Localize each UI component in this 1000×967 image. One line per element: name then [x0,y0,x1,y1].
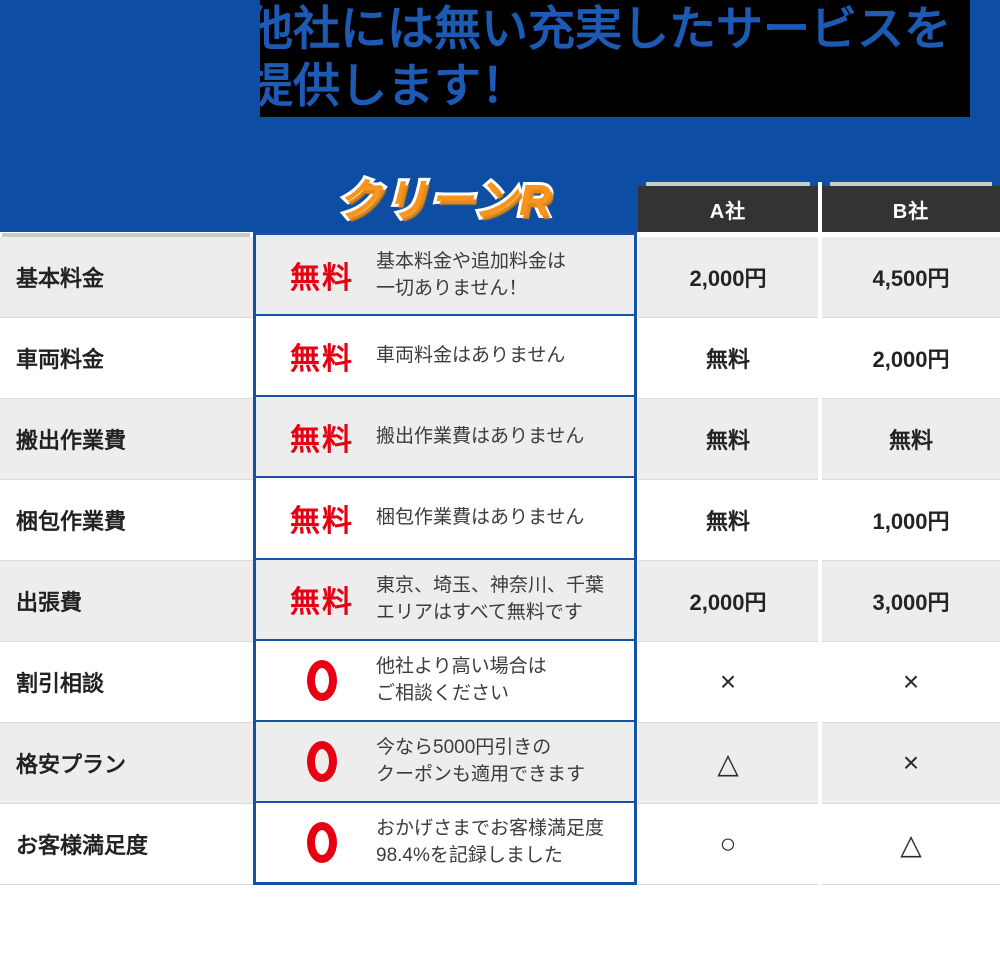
company-b-value: △ [822,804,1000,885]
circle-mark-icon [307,659,337,701]
cell-description: おかげさまでお客様満足度 98.4%を記録しました [376,815,604,869]
description-line: 他社より高い場合は [376,656,547,678]
row-label: 割引相談 [0,642,253,723]
clean-r-cell: おかげさまでお客様満足度 98.4%を記録しました [256,802,634,882]
column-divider [818,237,822,885]
clean-r-cell: 無料 東京、埼玉、神奈川、千葉 エリアはすべて無料です [256,559,634,641]
company-a-value: 2,000円 [638,561,818,642]
description-line: 車両料金はありません [376,345,566,367]
company-b-header: B社 [822,186,1000,232]
company-b-value: 2,000円 [822,318,1000,399]
company-a-value: 無料 [638,318,818,399]
description-line: 搬出作業費はありません [376,426,585,448]
clean-r-cell: 無料 車両料金はありません [256,316,634,398]
headline-banner: 他社には無い充実したサービスを 提供します！ [260,0,970,117]
description-line: 東京、埼玉、神奈川、千葉 [376,575,605,597]
description-line: 梱包作業費はありません [376,507,585,529]
label-column-cap [2,233,250,237]
row-label: 基本料金 [0,237,253,318]
description-line: 今なら5000円引きの [376,737,552,759]
row-label: 搬出作業費 [0,399,253,480]
company-b-value: 無料 [822,399,1000,480]
company-b-value: 4,500円 [822,237,1000,318]
clean-r-cell: 無料 搬出作業費はありません [256,397,634,479]
company-b-cap [830,182,992,186]
free-badge: 無料 [290,423,354,457]
headline-line-1: 他社には無い充実したサービスを [260,2,951,55]
description-line: 98.4%を記録しました [376,845,563,867]
company-b-column: 4,500円 2,000円 無料 1,000円 3,000円 × × △ [822,237,1000,885]
free-badge: 無料 [290,261,354,295]
row-label: 出張費 [0,561,253,642]
clean-r-cell: 無料 梱包作業費はありません [256,478,634,560]
row-label: 車両料金 [0,318,253,399]
company-a-value: △ [638,723,818,804]
cell-description: 東京、埼玉、神奈川、千葉 エリアはすべて無料です [376,572,604,626]
description-line: 一切ありません！ [376,277,528,299]
free-badge: 無料 [290,504,354,538]
company-a-header: A社 [638,186,818,232]
circle-mark-icon [307,740,337,782]
company-b-value: 3,000円 [822,561,1000,642]
cell-description: 他社より高い場合は ご相談ください [376,653,547,707]
header-divider [818,182,822,232]
clean-r-cell: 他社より高い場合は ご相談ください [256,640,634,722]
cell-description: 車両料金はありません [376,342,565,369]
company-a-value: × [638,642,818,723]
circle-mark-icon [307,821,337,863]
description-line: クーポンも適用できます [376,764,586,786]
cell-description: 今なら5000円引きの クーポンも適用できます [376,734,585,788]
company-b-value: × [822,642,1000,723]
description-line: ご相談ください [376,683,510,705]
description-line: おかげさまでお客様満足度 [376,818,605,840]
description-line: 基本料金や追加料金は [376,250,567,272]
row-label: お客様満足度 [0,804,253,885]
row-label-column: 基本料金 車両料金 搬出作業費 梱包作業費 出張費 割引相談 格安プラン お客様… [0,237,253,885]
company-a-value: 無料 [638,480,818,561]
row-label: 格安プラン [0,723,253,804]
clean-r-cell: 無料 基本料金や追加料金は 一切ありません！ [256,235,634,317]
clean-r-cell: 今なら5000円引きの クーポンも適用できます [256,721,634,803]
free-badge: 無料 [290,586,354,620]
company-a-value: 2,000円 [638,237,818,318]
company-a-value: 無料 [638,399,818,480]
cell-description: 梱包作業費はありません [376,504,584,531]
headline-line-2: 提供します！ [260,59,528,112]
cell-description: 搬出作業費はありません [376,423,584,450]
free-badge: 無料 [290,342,354,376]
company-a-cap [646,182,810,186]
brand-logo: クリーンR [334,173,554,228]
clean-r-column: 無料 基本料金や追加料金は 一切ありません！ 無料 車両料金はありません 無料 … [253,232,637,885]
company-b-value: 1,000円 [822,480,1000,561]
company-a-column: 2,000円 無料 無料 無料 2,000円 × △ ○ [638,237,818,885]
row-label: 梱包作業費 [0,480,253,561]
company-a-value: ○ [638,804,818,885]
description-line: エリアはすべて無料です [376,602,583,624]
company-b-value: × [822,723,1000,804]
cell-description: 基本料金や追加料金は 一切ありません！ [376,248,566,302]
